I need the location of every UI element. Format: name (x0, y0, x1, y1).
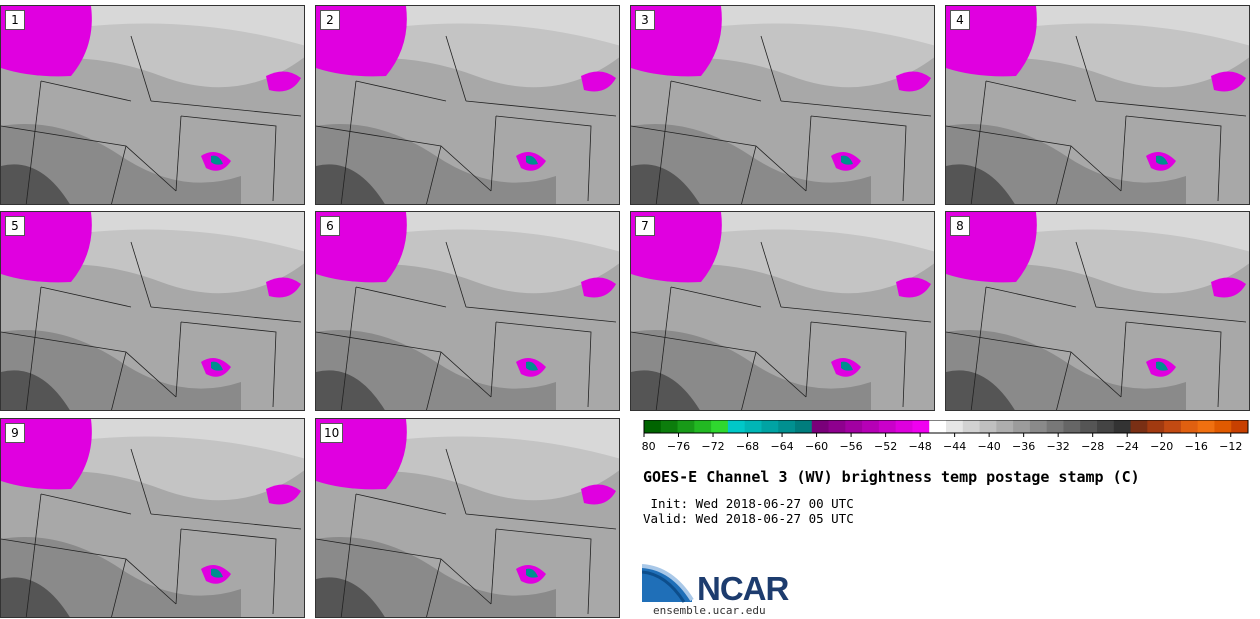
member-panel-4: 4 (945, 5, 1250, 205)
colorbar-swatch (1164, 420, 1182, 433)
ncar-logo-icon (642, 564, 694, 603)
colorbar-swatch (979, 420, 997, 433)
init-time: Init: Wed 2018-06-27 00 UTC (643, 496, 854, 511)
member-panel-2: 2 (315, 5, 620, 205)
member-number: 1 (5, 10, 25, 30)
chart-title: GOES-E Channel 3 (WV) brightness temp po… (643, 468, 1140, 486)
satellite-map (946, 6, 1249, 204)
colorbar-swatch (1029, 420, 1048, 433)
member-panel-3: 3 (630, 5, 935, 205)
colorbar-swatch (1046, 420, 1064, 433)
member-number: 4 (950, 10, 970, 30)
colorbar-swatch (862, 420, 880, 433)
colorbar-swatch (727, 420, 746, 433)
colorbar-swatch (1231, 420, 1249, 433)
satellite-map (631, 6, 934, 204)
colorbar-tick-label: −16 (1185, 440, 1208, 453)
colorbar-tick-label: −40 (978, 440, 1001, 453)
colorbar-swatch (761, 420, 779, 433)
colorbar-swatch (644, 420, 662, 433)
satellite-map (631, 212, 934, 410)
colorbar-tick-label: −32 (1047, 440, 1070, 453)
colorbar-tick-label: −44 (943, 440, 966, 453)
satellite-map (1, 212, 304, 410)
colorbar-swatch (694, 420, 712, 433)
colorbar-swatch (778, 420, 796, 433)
colorbar-swatch (811, 420, 830, 433)
colorbar-swatch (1130, 420, 1148, 433)
colorbar-tick-label: −72 (701, 440, 724, 453)
colorbar-tick-label: −36 (1012, 440, 1035, 453)
colorbar-swatch (1063, 420, 1081, 433)
member-number: 9 (5, 423, 25, 443)
member-panel-5: 5 (0, 211, 305, 411)
colorbar-tick-label: −56 (839, 440, 862, 453)
colorbar-swatch (677, 420, 695, 433)
colorbar-swatch (1113, 420, 1132, 433)
satellite-map (1, 419, 304, 617)
colorbar-swatch (912, 420, 930, 433)
satellite-map (1, 6, 304, 204)
satellite-map (316, 212, 619, 410)
colorbar-tick-label: −20 (1150, 440, 1173, 453)
member-number: 8 (950, 216, 970, 236)
colorbar-swatch (1080, 420, 1098, 433)
member-panel-9: 9 (0, 418, 305, 618)
colorbar-tick-label: −24 (1116, 440, 1139, 453)
member-panel-10: 10 (315, 418, 620, 618)
colorbar: −80−76−72−68−64−60−56−52−48−44−40−36−32−… (642, 420, 1249, 453)
satellite-map (316, 6, 619, 204)
logo-name: NCAR (697, 570, 789, 607)
satellite-map (316, 419, 619, 617)
colorbar-swatch (795, 420, 813, 433)
colorbar-tick-label: −76 (667, 440, 690, 453)
colorbar-swatch (895, 420, 913, 433)
colorbar-tick-label: −12 (1219, 440, 1242, 453)
colorbar-swatch (962, 420, 981, 433)
member-number: 10 (320, 423, 344, 443)
colorbar-tick-label: −60 (805, 440, 828, 453)
colorbar-tick-label: −52 (874, 440, 897, 453)
colorbar-outline (643, 420, 1249, 434)
colorbar-swatch (711, 420, 729, 433)
member-number: 5 (5, 216, 25, 236)
colorbar-swatch (929, 420, 947, 433)
member-panel-6: 6 (315, 211, 620, 411)
colorbar-tick-label: −28 (1081, 440, 1104, 453)
member-number: 3 (635, 10, 655, 30)
colorbar-swatch (1013, 420, 1031, 433)
colorbar-swatch (1180, 420, 1199, 433)
colorbar-swatch (1147, 420, 1165, 433)
logo-url: ensemble.ucar.edu (653, 604, 766, 617)
valid-time: Valid: Wed 2018-06-27 05 UTC (643, 511, 854, 526)
colorbar-swatch (1197, 420, 1215, 433)
colorbar-swatch (828, 420, 846, 433)
member-number: 6 (320, 216, 340, 236)
colorbar-swatch (744, 420, 762, 433)
colorbar-swatch (845, 420, 863, 433)
member-panel-1: 1 (0, 5, 305, 205)
colorbar-tick-label: −48 (909, 440, 932, 453)
colorbar-swatch (946, 420, 964, 433)
colorbar-tick-label: −64 (770, 440, 793, 453)
colorbar-tick-label: −80 (642, 440, 656, 453)
colorbar-swatch (878, 420, 897, 433)
colorbar-swatch (1214, 420, 1232, 433)
satellite-map (946, 212, 1249, 410)
colorbar-tick-label: −68 (736, 440, 759, 453)
colorbar-swatch (996, 420, 1014, 433)
colorbar-swatch (660, 420, 679, 433)
member-number: 2 (320, 10, 340, 30)
member-number: 7 (635, 216, 655, 236)
member-panel-8: 8 (945, 211, 1250, 411)
member-panel-7: 7 (630, 211, 935, 411)
colorbar-swatch (1097, 420, 1115, 433)
